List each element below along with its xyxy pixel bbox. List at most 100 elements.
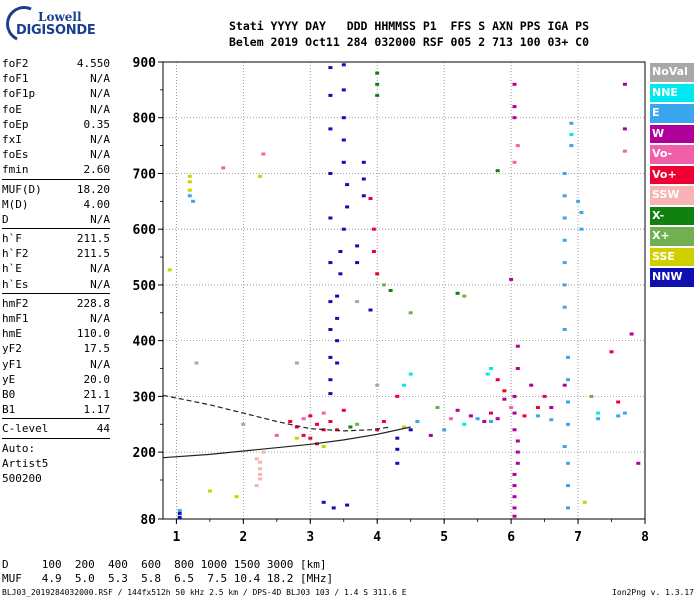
echo-point-e (415, 420, 420, 423)
echo-point-nnw (408, 428, 413, 432)
param-key: M(D) (2, 197, 29, 211)
echo-point-x- (375, 82, 380, 86)
echo-point-nnw (328, 378, 333, 382)
echo-point-e (562, 172, 567, 175)
echo-point-w (512, 495, 517, 499)
echo-point-sse (187, 180, 192, 184)
param-row: yE 20.0 (2, 372, 110, 387)
echo-point-e (616, 414, 621, 418)
footer-muf-row: MUF 4.9 5.0 5.3 5.8 6.5 7.5 10.4 18.2 [M… (2, 572, 334, 585)
param-value: N/A (90, 102, 110, 116)
echo-point-nnw (331, 506, 336, 510)
echo-point-e (475, 417, 480, 421)
echo-point-e (569, 121, 574, 125)
echo-point-nnw (328, 172, 333, 175)
echo-point-nne (489, 367, 493, 370)
echo-point-w (512, 116, 517, 120)
echo-point-vo- (221, 166, 226, 170)
echo-point-nnw (395, 447, 400, 451)
echo-point-vo- (321, 411, 326, 415)
param-separator (2, 418, 110, 420)
echo-point-x- (355, 422, 360, 426)
echo-point-x- (455, 291, 460, 295)
echo-point-sse (187, 174, 192, 178)
param-value: N/A (90, 357, 110, 371)
echo-point-nnw (395, 436, 400, 440)
parameter-panel: foF2 4.550 foF1 N/A foF1p N/A foE N/A foEp 0.35 fx… (2, 56, 110, 486)
echo-point-e (566, 506, 570, 510)
echo-point-vo- (308, 436, 313, 440)
header-labels: Stati YYYY DAY DDD HHMMSS P1 FFS S AXN P… (229, 19, 590, 33)
echo-point-nnw (328, 216, 333, 220)
echo-point-nnw (328, 127, 333, 131)
param-value: 2.60 (83, 163, 111, 177)
echo-point-vo- (315, 422, 319, 426)
param-value: 211.5 (76, 232, 110, 246)
echo-point-sse (167, 268, 172, 272)
echo-point-w (512, 428, 517, 432)
echo-point-nnw (345, 205, 350, 209)
echo-point-nnw (355, 261, 360, 265)
y-tick-label: 300 (133, 390, 157, 405)
param-row: M(D) 4.00 (2, 197, 110, 212)
echo-point-vo- (368, 197, 373, 200)
echo-point-e (566, 422, 570, 426)
param-key: C-level (2, 422, 49, 436)
x-tick-label: 2 (239, 530, 247, 545)
legend-w: W (650, 124, 694, 143)
legend-x-: X+ (650, 227, 694, 246)
param-key: h`Es (2, 277, 29, 291)
param-key: foF2 (2, 57, 29, 70)
param-value: 17.5 (83, 342, 111, 356)
echo-point-e (535, 414, 540, 418)
x-tick-label: 3 (306, 530, 314, 545)
echo-point-w (512, 514, 517, 518)
param-key: hmF2 (2, 296, 29, 310)
echo-point-x- (435, 406, 440, 409)
echo-point-nnw (341, 227, 346, 231)
echo-point-sse (258, 174, 263, 178)
echo-point-ssw (258, 472, 263, 476)
echo-point-sse (321, 445, 326, 448)
echo-point-vo- (535, 406, 540, 409)
echo-point-nnw (335, 339, 340, 343)
param-key: fmin (2, 163, 29, 177)
echo-point-noval (294, 361, 299, 365)
param-key: yE (2, 372, 16, 386)
echo-point-vo- (609, 350, 614, 354)
param-row: h`Es N/A (2, 277, 110, 292)
param-key: foF1p (2, 87, 36, 101)
echo-point-sse (294, 436, 299, 440)
echo-point-sse (582, 500, 587, 504)
param-row: D N/A (2, 212, 110, 227)
echo-point-vo- (375, 272, 380, 276)
echo-point-w (529, 383, 534, 387)
echo-point-sse (402, 425, 406, 429)
param-key: foEs (2, 148, 29, 162)
echo-point-e (566, 355, 570, 359)
echo-point-nnw (338, 250, 343, 253)
echo-point-w (455, 408, 460, 412)
x-tick-label: 1 (172, 530, 180, 545)
param-key: MUF(D) (2, 182, 42, 196)
echo-point-nnw (345, 503, 350, 507)
echo-point-e (177, 509, 182, 513)
echo-point-e (569, 144, 574, 148)
echo-point-nnw (341, 160, 346, 164)
x-tick-label: 5 (440, 530, 448, 545)
echo-point-e (566, 461, 570, 465)
echo-point-nnw (341, 138, 346, 142)
echo-point-sse (207, 489, 212, 493)
param-row: yF1 N/A (2, 357, 110, 372)
param-row: MUF(D) 18.20 (2, 182, 110, 197)
echo-point-x- (381, 283, 386, 287)
echo-point-vo- (502, 389, 507, 393)
echo-point-w (636, 461, 641, 465)
echo-point-noval (355, 300, 360, 304)
param-key: foF1 (2, 72, 29, 86)
x-tick-label: 4 (373, 530, 381, 545)
echo-point-w (622, 82, 627, 86)
param-value: 1.17 (83, 403, 111, 417)
echo-point-vo- (335, 428, 340, 432)
param-separator (2, 292, 110, 294)
